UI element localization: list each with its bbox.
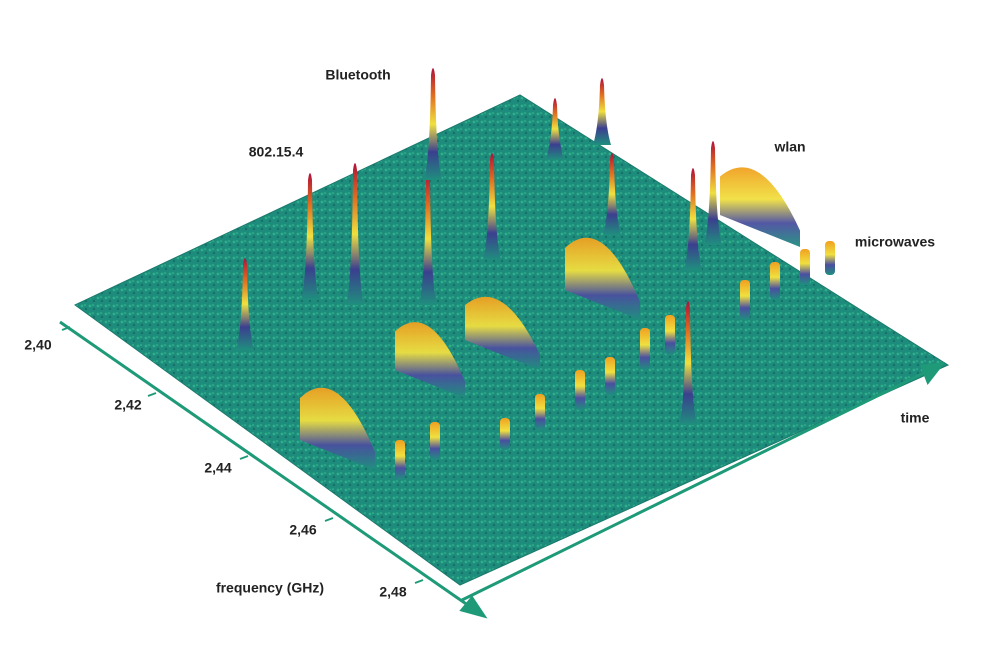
spike (301, 173, 319, 300)
arrow (459, 595, 488, 619)
spike (593, 78, 611, 145)
microwave-burst (640, 328, 650, 370)
microwave-burst (575, 370, 585, 410)
signal-features (236, 68, 835, 480)
axis-title: frequency (GHz) (216, 580, 324, 596)
spike (483, 153, 501, 260)
label: Bluetooth (325, 67, 390, 83)
spike (603, 153, 621, 235)
tick (414, 579, 424, 584)
tick-label: 2,46 (289, 522, 316, 538)
tick (239, 455, 249, 460)
wlan-burst (300, 387, 375, 470)
label: microwaves (855, 234, 935, 250)
spike (236, 258, 254, 350)
wlan-burst (465, 296, 540, 370)
microwave-burst (395, 440, 405, 480)
spike (546, 98, 564, 160)
microwave-burst (825, 241, 835, 275)
microwave-burst (800, 249, 810, 285)
arrow (919, 362, 946, 386)
microwave-burst (605, 357, 615, 395)
label: 802.15.4 (249, 144, 304, 160)
axis-title: time (901, 410, 930, 426)
tick-label: 2,48 (379, 584, 406, 600)
frequency-ticks: 2,40 2,42 2,44 2,46 2,48 (24, 326, 424, 600)
tick (61, 326, 71, 331)
wlan-burst (565, 237, 640, 320)
spike (679, 301, 697, 425)
microwave-burst (770, 262, 780, 300)
axes (59, 320, 946, 619)
spike (704, 141, 722, 245)
spike (684, 168, 702, 270)
microwave-burst (430, 422, 440, 460)
wlan-burst (720, 167, 800, 247)
tick-label: 2,40 (24, 337, 51, 353)
time-axis (461, 368, 931, 602)
spike (419, 173, 437, 305)
tick (324, 517, 334, 522)
label: wlan (773, 139, 805, 155)
tick-label: 2,42 (114, 397, 141, 413)
microwave-burst (665, 315, 675, 355)
spike (346, 163, 364, 305)
microwave-burst (500, 418, 510, 450)
tick (147, 392, 157, 397)
tick-label: 2,44 (204, 460, 231, 476)
wlan-burst (395, 322, 465, 398)
microwave-burst (535, 394, 545, 430)
frequency-axis (59, 320, 473, 610)
microwave-burst (740, 280, 750, 320)
spike (424, 68, 442, 180)
